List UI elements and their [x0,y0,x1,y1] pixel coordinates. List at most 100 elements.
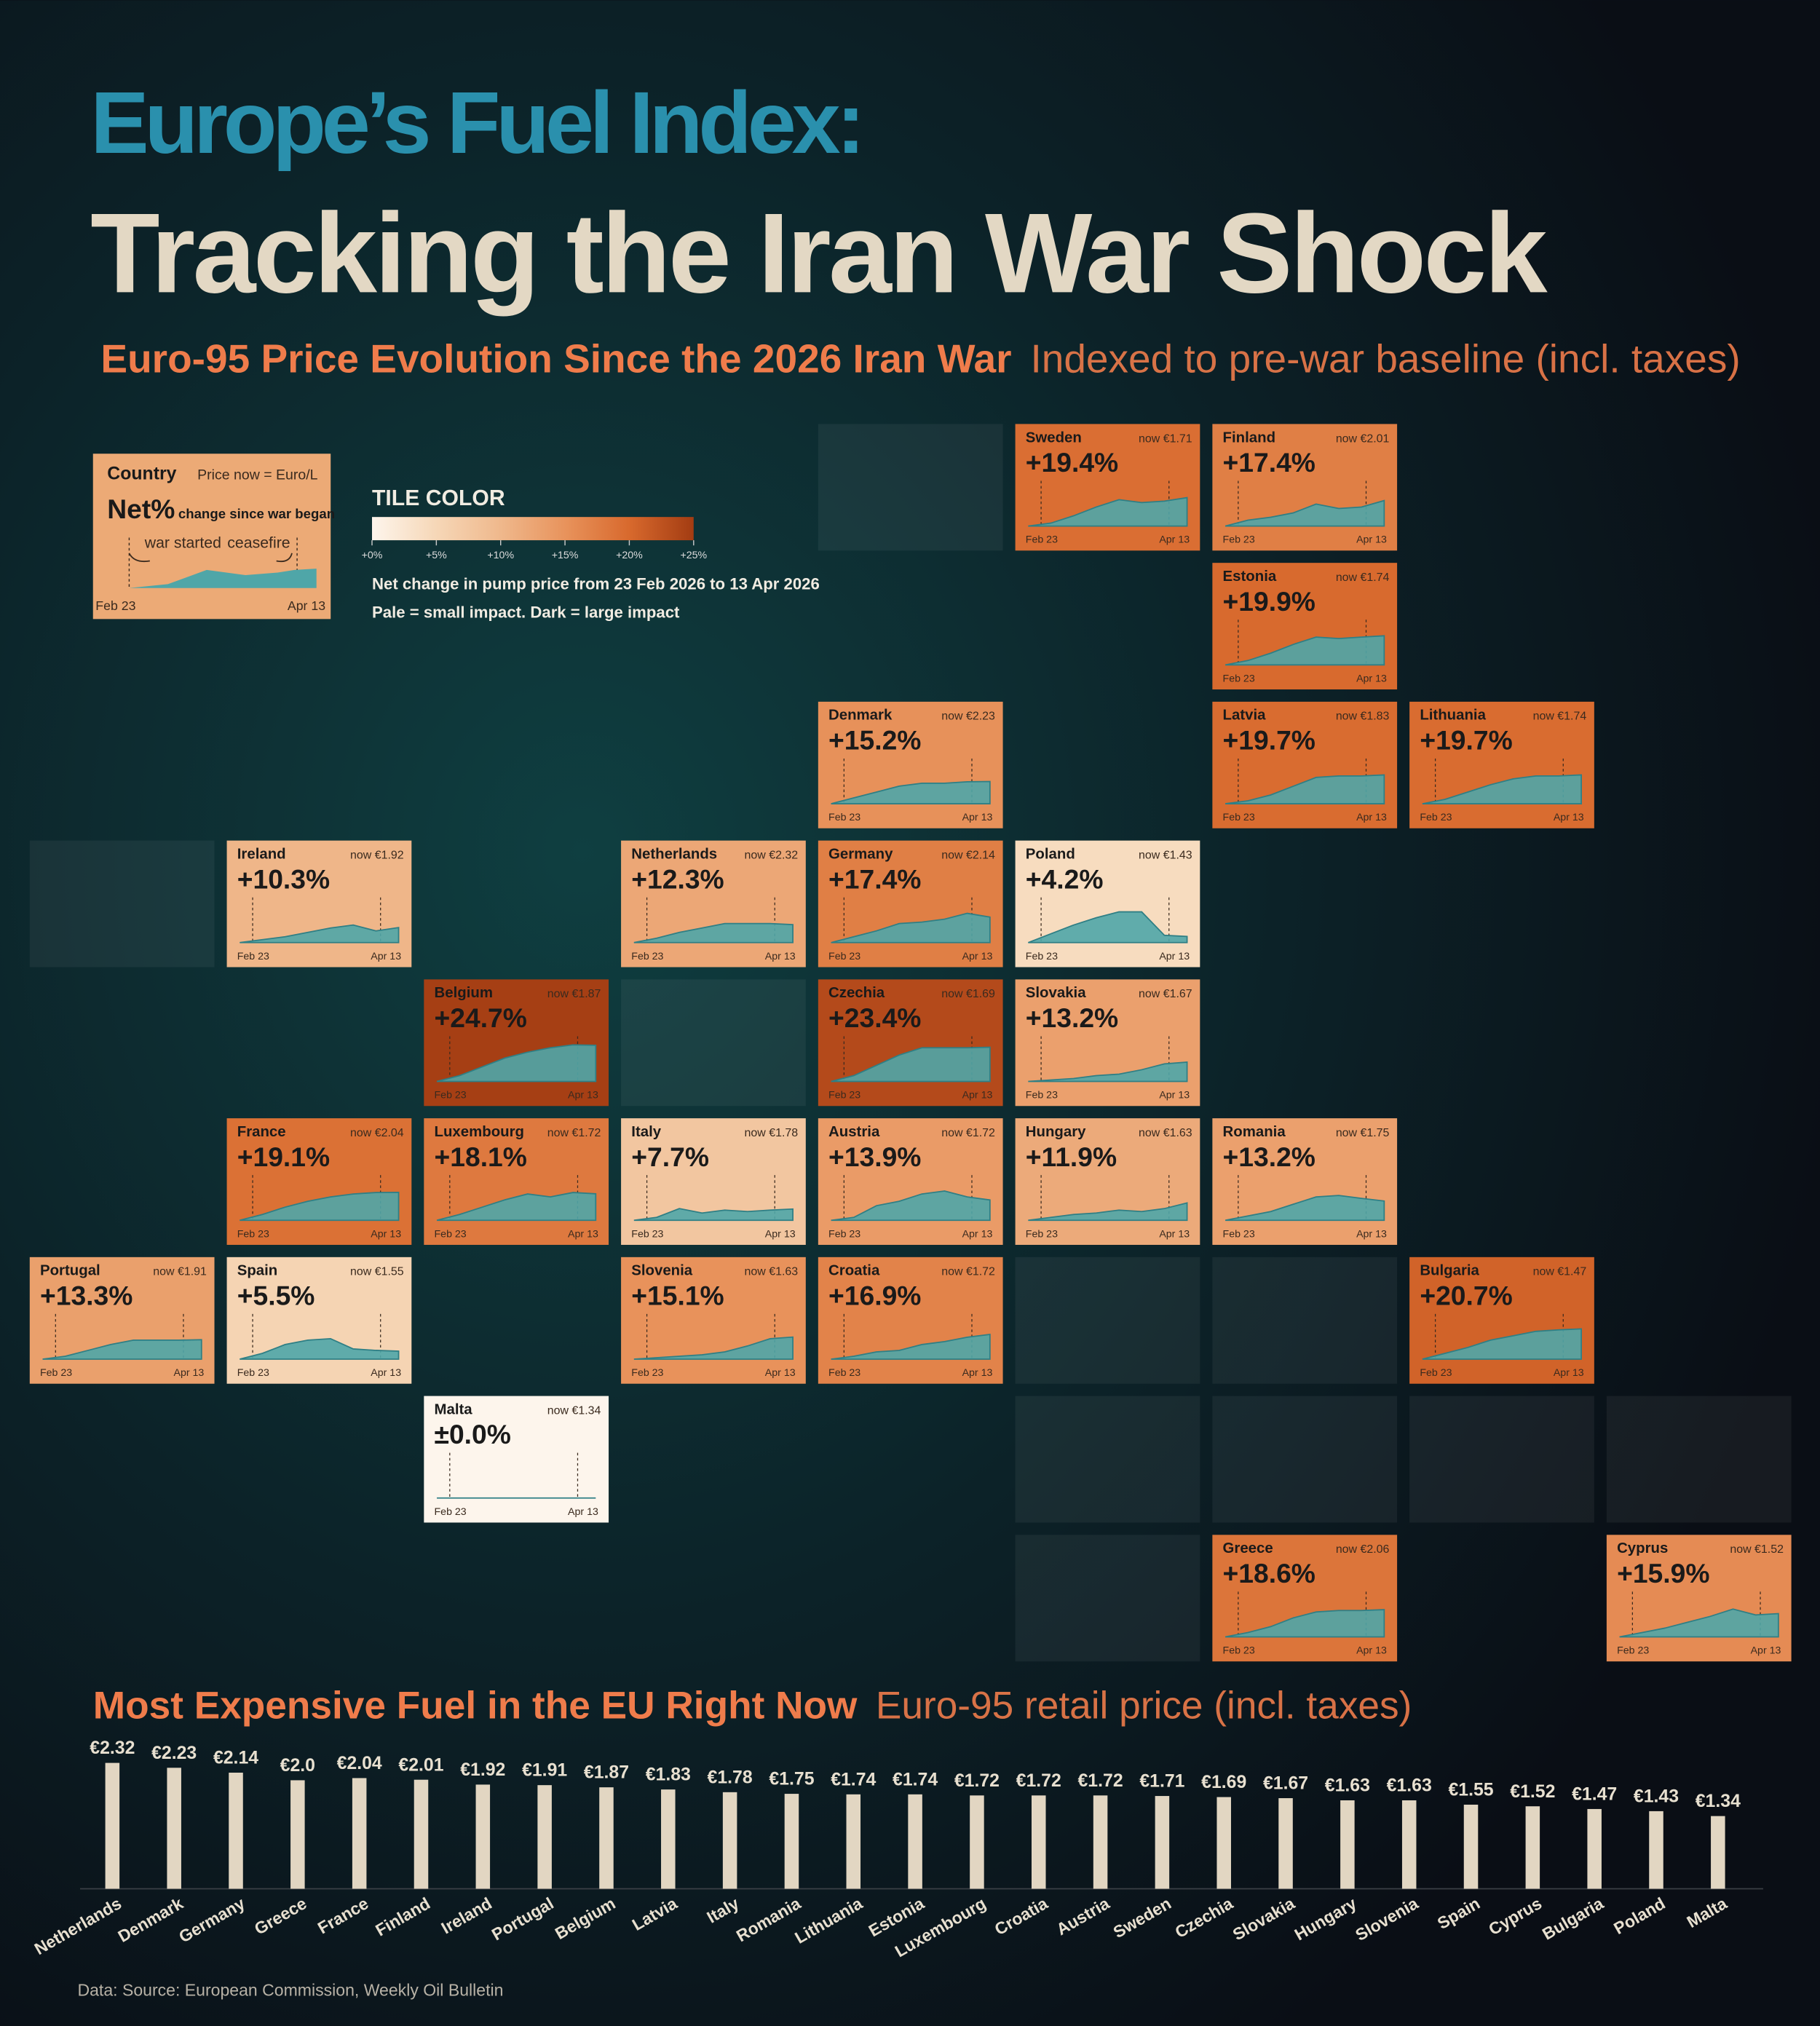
tile-price: now €1.91 [153,1266,207,1278]
title-line2: Tracking the Iran War Shock [90,190,1548,317]
bar [722,1792,737,1889]
value-label: €2.32 [90,1738,135,1758]
sparkline [831,1334,991,1360]
tile-start: Feb 23 [828,1228,860,1240]
sparkline [1224,1609,1385,1638]
country-tile: Spain now €1.55 +5.5% Feb 23 Apr 13 [226,1257,412,1384]
bar [1711,1816,1725,1889]
tile-country: Cyprus [1617,1540,1668,1556]
empty-tile [1606,1396,1792,1523]
tile-country: Hungary [1026,1124,1086,1140]
tile-end: Apr 13 [962,812,993,823]
tile-end: Apr 13 [1356,1645,1387,1657]
legend-arrow [276,553,293,563]
tile-net: +18.1% [435,1141,527,1172]
tile-net: +17.4% [1223,447,1315,478]
country-tile: Finland now €2.01 +17.4% Feb 23 Apr 13 [1212,424,1398,551]
bar [229,1773,243,1889]
tile-end: Apr 13 [962,951,993,962]
legend-end: Apr 13 [288,598,325,613]
value-label: €1.74 [831,1770,876,1789]
bar [414,1779,429,1889]
bar-title-light: Euro-95 retail price (incl. taxes) [876,1684,1412,1727]
tile-net: +15.9% [1617,1558,1709,1588]
value-label: €1.74 [893,1770,938,1789]
value-label: €1.69 [1201,1773,1246,1792]
tile-price: now €1.72 [941,1266,995,1278]
tile-net: +13.2% [1026,1002,1118,1033]
tile-price: now €2.01 [1336,432,1390,445]
subtitle-bold: Euro-95 Price Evolution Since the 2026 I… [100,336,1011,381]
tile-start: Feb 23 [1223,1645,1255,1657]
color-scale-title: TILE COLOR [372,486,505,510]
tile-price: now €1.67 [1139,988,1192,1000]
sparkline [240,924,400,943]
country-tile: Cyprus now €1.52 +15.9% Feb 23 Apr 13 [1606,1535,1792,1662]
country-tile: Denmark now €2.23 +15.2% Feb 23 Apr 13 [818,701,1003,828]
sparkline [240,1191,400,1222]
scale-tick-label: +25% [680,550,707,561]
tile-start: Feb 23 [1420,812,1452,823]
value-label: €1.92 [460,1760,505,1780]
country-tile: Bulgaria now €1.47 +20.7% Feb 23 Apr 13 [1409,1257,1594,1384]
tile-price: now €1.69 [941,988,995,1000]
country-tile: Hungary now €1.63 +11.9% Feb 23 Apr 13 [1015,1118,1200,1245]
tile-price: now €1.71 [1139,432,1192,445]
tile-country: Poland [1026,846,1075,862]
scale-tick-label: +15% [552,550,579,561]
tile-end: Apr 13 [568,1090,598,1101]
subtitle: Euro-95 Price Evolution Since the 2026 I… [100,336,1740,381]
tile-country: Malta [435,1401,473,1417]
legend-arrow [128,553,150,563]
tile-net: +16.9% [828,1280,921,1310]
sparkline [1224,635,1385,666]
bar [970,1795,984,1889]
value-label: €2.01 [398,1755,443,1775]
country-tile: Latvia now €1.83 +19.7% Feb 23 Apr 13 [1212,701,1398,828]
tile-net: +19.7% [1223,725,1315,756]
tile-country: Belgium [435,985,493,1001]
empty-tile [1015,1257,1200,1384]
country-tile: Italy now €1.78 +7.7% Feb 23 Apr 13 [621,1118,806,1245]
legend-net-note: change since war began [178,506,335,521]
sparkline [831,1046,991,1083]
bar [1587,1808,1602,1889]
tile-net: +20.7% [1420,1280,1512,1310]
tile-start: Feb 23 [631,951,663,962]
value-label: €1.55 [1448,1781,1493,1800]
tile-start: Feb 23 [828,812,860,823]
tile-country: Spain [237,1263,278,1279]
tile-end: Apr 13 [962,1367,993,1379]
country-tile: Romania now €1.75 +13.2% Feb 23 Apr 13 [1212,1118,1398,1245]
sparkline [1028,1061,1188,1083]
country-tile: Croatia now €1.72 +16.9% Feb 23 Apr 13 [818,1257,1003,1384]
tile-country: Ireland [237,846,286,862]
bar [1155,1796,1170,1889]
legend-ceasefire: ceasefire [227,534,290,552]
tile-net: +7.7% [631,1141,709,1172]
tile-start: Feb 23 [1223,812,1255,823]
tile-start: Feb 23 [435,1228,467,1240]
empty-tile [1015,1535,1200,1662]
scale-tick-label: +5% [426,550,447,561]
bar [1401,1800,1417,1889]
bar-chart-title: Most Expensive Fuel in the EU Right Now … [93,1684,1412,1727]
sparkline [1224,1195,1385,1222]
tile-start: Feb 23 [828,1090,860,1101]
tile-country: Luxembourg [435,1124,524,1140]
tile-net: +13.9% [828,1141,921,1172]
sparkline [1224,499,1385,527]
sparkline [1422,774,1582,804]
tile-country: Lithuania [1420,708,1486,724]
country-tile: Netherlands now €2.32 +12.3% Feb 23 Apr 13 [621,840,806,968]
empty-tile [621,979,806,1107]
color-scale: TILE COLOR Net change in pump price from… [372,486,820,622]
sparkline [633,1336,794,1360]
tile-country: Finland [1223,430,1276,446]
tile-start: Feb 23 [1026,951,1058,962]
sparkline [42,1339,202,1360]
value-label: €1.52 [1510,1782,1555,1802]
sparkline [633,922,794,943]
tile-start: Feb 23 [1420,1367,1452,1379]
